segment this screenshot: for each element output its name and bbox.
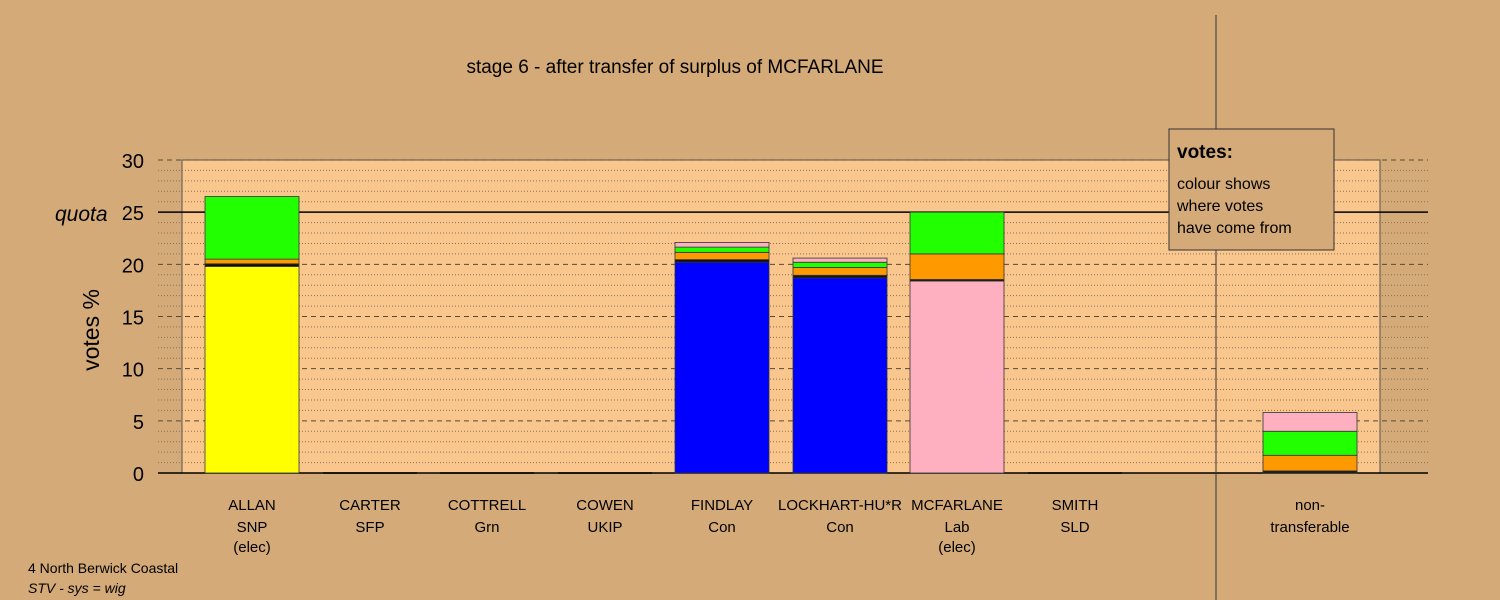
candidate-party: Lab: [944, 519, 969, 536]
legend-box: [1168, 128, 1335, 251]
candidate-name: ALLAN: [228, 497, 276, 514]
bar-lockhart-hu-r-segment: [792, 277, 888, 474]
nontransferable-label: transferable: [1270, 519, 1349, 536]
candidate-party: Con: [708, 519, 736, 536]
y-tick-label: 0: [133, 464, 144, 486]
candidate-party: SNP: [237, 519, 268, 536]
bar-findlay-segment: [674, 242, 770, 248]
legend-title: votes:: [1177, 142, 1233, 163]
bar-allan-segment: [204, 266, 300, 474]
bar-findlay-segment: [674, 261, 770, 474]
quota-label: quota: [55, 203, 108, 226]
bar-mcfarlane-segment: [909, 253, 1005, 280]
candidate-name: COTTRELL: [448, 497, 526, 514]
candidate-party: UKIP: [587, 519, 622, 536]
bar-findlay-segment: [674, 246, 770, 253]
chart-title: stage 6 - after transfer of surplus of M…: [466, 57, 883, 78]
y-tick-label: 20: [122, 255, 144, 277]
bar-nontransferable-segment: [1262, 412, 1358, 432]
candidate-name: FINDLAY: [691, 497, 753, 514]
candidate-party: Con: [826, 519, 854, 536]
nontransferable-label: non-: [1295, 497, 1325, 514]
y-tick-label: 5: [133, 412, 144, 434]
candidate-status: (elec): [233, 539, 271, 556]
bars: [204, 196, 1358, 474]
y-axis-label: votes %: [78, 289, 104, 371]
candidate-name: COWEN: [576, 497, 634, 514]
bar-lockhart-hu-r-segment: [792, 267, 888, 276]
y-axis: 0 5 10 15 20 25 30: [122, 151, 144, 486]
candidate-party: SFP: [355, 519, 384, 536]
candidate-name: LOCKHART-HU*R: [778, 497, 902, 514]
bar-allan-segment: [204, 196, 300, 260]
bar-mcfarlane-segment: [909, 280, 1005, 474]
candidate-status: (elec): [938, 539, 976, 556]
footer-ward: 4 North Berwick Coastal: [28, 560, 178, 576]
bar-lockhart-hu-r-segment: [792, 261, 888, 268]
y-tick-label: 25: [122, 203, 144, 225]
legend-line: colour shows: [1177, 176, 1270, 193]
legend-line: have come from: [1177, 220, 1292, 237]
bar-nontransferable-segment: [1262, 430, 1358, 456]
bar-mcfarlane-segment: [909, 211, 1005, 255]
y-tick-label: 10: [122, 360, 144, 382]
footer-system: STV - sys = wig: [28, 580, 126, 596]
candidate-party: Grn: [474, 519, 499, 536]
x-axis-labels: ALLAN SNP (elec) CARTER SFP COTTRELL Grn COWEN U…: [228, 497, 1349, 556]
candidate-name: SMITH: [1052, 497, 1099, 514]
y-tick-label: 30: [122, 151, 144, 173]
bar-nontransferable-segment: [1262, 454, 1358, 472]
candidate-name: MCFARLANE: [911, 497, 1003, 514]
legend-line: where votes: [1176, 198, 1263, 215]
y-tick-label: 15: [122, 308, 144, 330]
legend: votes: colour shows where votes have com…: [1168, 128, 1335, 251]
bar-lockhart-hu-r-segment: [792, 257, 888, 263]
candidate-party: SLD: [1060, 519, 1089, 536]
bar-findlay-segment: [674, 251, 770, 261]
bar-allan-segment: [204, 258, 300, 265]
candidate-name: CARTER: [339, 497, 401, 514]
